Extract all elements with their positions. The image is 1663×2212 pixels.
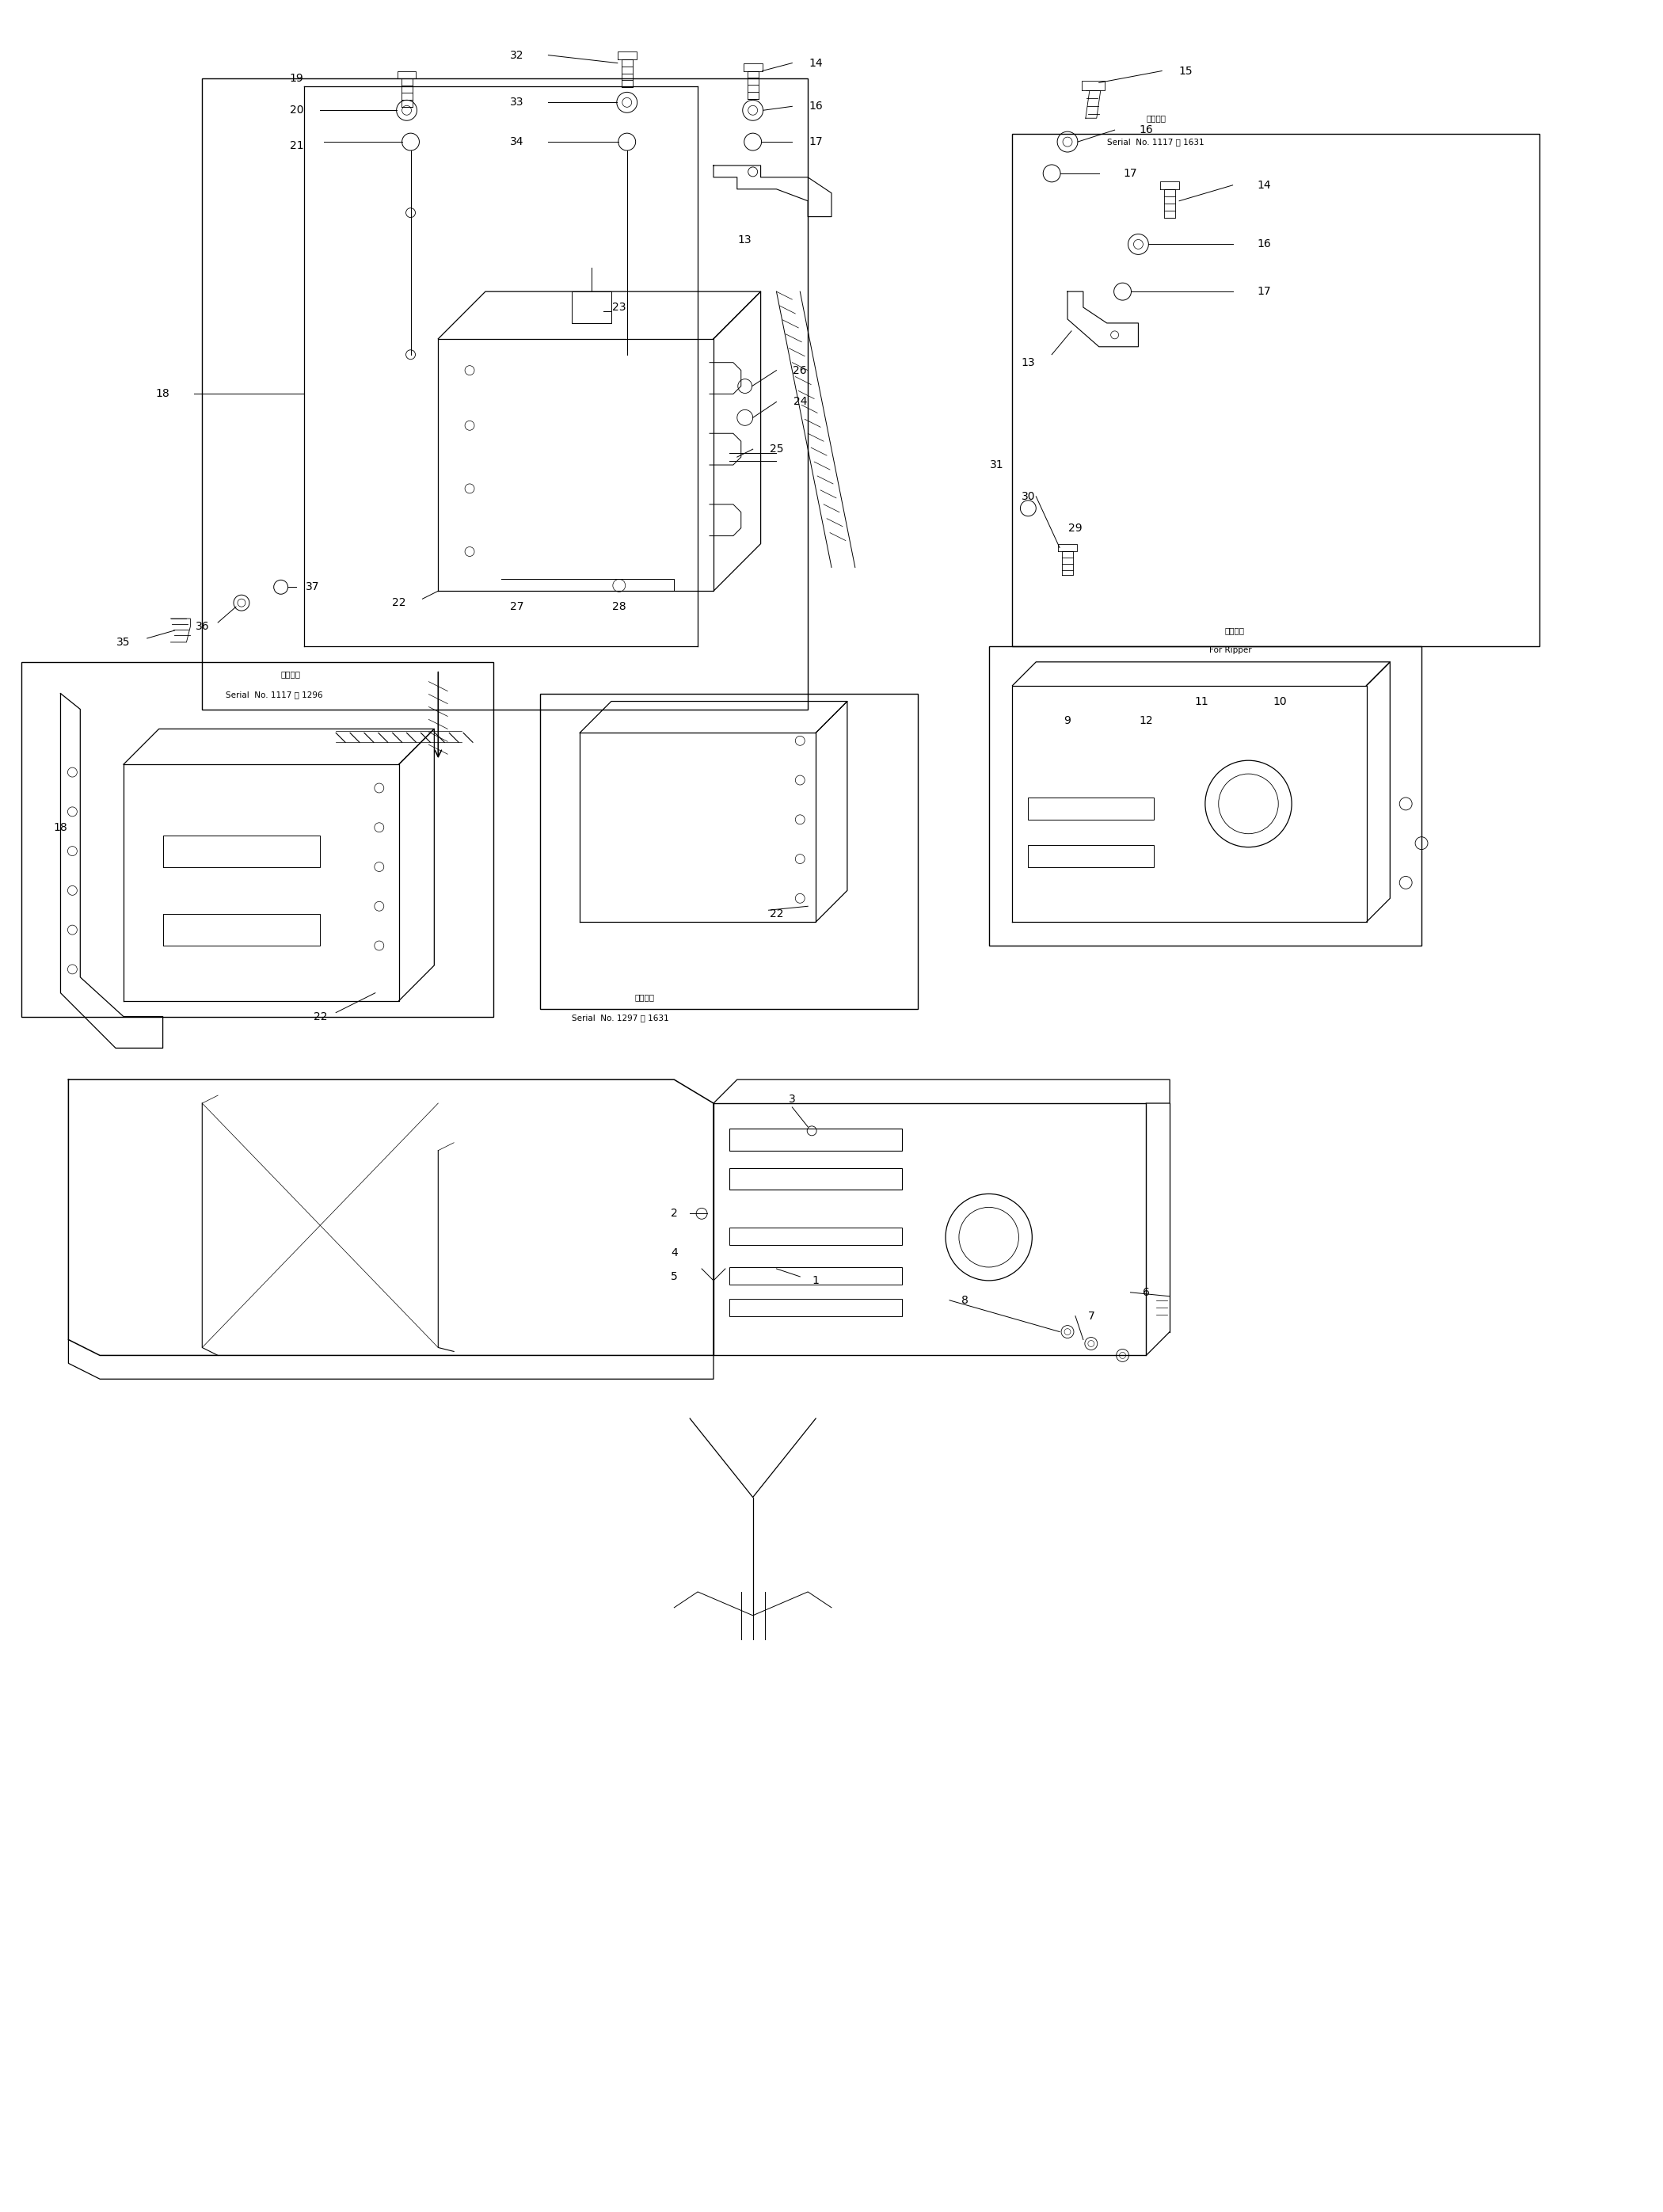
- Text: Serial  No. 1117 ～ 1296: Serial No. 1117 ～ 1296: [226, 690, 323, 699]
- Bar: [730, 1267, 903, 1285]
- Text: 32: 32: [511, 49, 524, 60]
- Text: 14: 14: [1257, 179, 1271, 190]
- Text: 4: 4: [670, 1248, 677, 1259]
- Text: 35: 35: [116, 637, 130, 648]
- Text: For Ripper: For Ripper: [1209, 646, 1252, 655]
- Text: 28: 28: [612, 602, 625, 613]
- Bar: [730, 1228, 903, 1245]
- Bar: [730, 1128, 903, 1150]
- Text: 23: 23: [612, 301, 625, 312]
- Bar: [22, 661, 494, 1018]
- Bar: [989, 646, 1422, 947]
- Text: 10: 10: [1272, 697, 1287, 708]
- Text: 適用号機: 適用号機: [635, 993, 655, 1000]
- Bar: [203, 80, 808, 710]
- Text: 21: 21: [289, 139, 304, 150]
- Bar: [1028, 845, 1154, 867]
- Text: 20: 20: [289, 104, 303, 115]
- Text: 5: 5: [670, 1272, 677, 1283]
- Text: 22: 22: [313, 1011, 328, 1022]
- Bar: [730, 1298, 903, 1316]
- Text: 13: 13: [1021, 356, 1034, 367]
- Text: 24: 24: [793, 396, 807, 407]
- Text: 9: 9: [1064, 714, 1071, 726]
- Text: 17: 17: [1124, 168, 1137, 179]
- Text: 37: 37: [306, 582, 319, 593]
- Text: 29: 29: [1068, 522, 1083, 533]
- Text: 8: 8: [961, 1294, 970, 1305]
- Text: 6: 6: [1142, 1287, 1149, 1298]
- Text: 22: 22: [770, 909, 783, 920]
- Text: 18: 18: [53, 823, 68, 834]
- Text: Serial  No. 1117 ～ 1631: Serial No. 1117 ～ 1631: [1108, 137, 1204, 146]
- Text: 適用号機: 適用号機: [281, 670, 301, 677]
- Bar: [730, 1168, 903, 1190]
- Text: 18: 18: [156, 389, 170, 400]
- Text: 7: 7: [1088, 1310, 1094, 1321]
- Text: 16: 16: [1257, 239, 1271, 250]
- Text: リッパ用: リッパ用: [1226, 626, 1244, 635]
- Text: 25: 25: [770, 445, 783, 456]
- Text: 36: 36: [195, 622, 210, 633]
- Text: 16: 16: [808, 102, 823, 113]
- Text: 13: 13: [738, 234, 752, 246]
- Text: 3: 3: [788, 1093, 795, 1104]
- Text: 31: 31: [989, 460, 1004, 471]
- Text: 33: 33: [511, 97, 524, 108]
- Bar: [540, 692, 918, 1009]
- Text: 12: 12: [1139, 714, 1152, 726]
- Text: 適用号機: 適用号機: [1146, 115, 1166, 122]
- Text: 2: 2: [670, 1208, 677, 1219]
- Text: 17: 17: [808, 137, 823, 148]
- Text: 34: 34: [511, 137, 524, 148]
- Text: 26: 26: [793, 365, 807, 376]
- Text: 1: 1: [812, 1274, 820, 1285]
- Text: 17: 17: [1257, 285, 1271, 296]
- Text: 19: 19: [289, 73, 304, 84]
- Bar: [1028, 799, 1154, 821]
- Text: 15: 15: [1179, 66, 1192, 77]
- Text: 14: 14: [808, 58, 823, 69]
- Text: 22: 22: [392, 597, 406, 608]
- Text: 30: 30: [1021, 491, 1034, 502]
- Text: 11: 11: [1194, 697, 1209, 708]
- Text: Serial  No. 1297 ～ 1631: Serial No. 1297 ～ 1631: [572, 1013, 669, 1022]
- Bar: [1013, 135, 1540, 646]
- Text: 27: 27: [511, 602, 524, 613]
- Text: 16: 16: [1139, 124, 1152, 135]
